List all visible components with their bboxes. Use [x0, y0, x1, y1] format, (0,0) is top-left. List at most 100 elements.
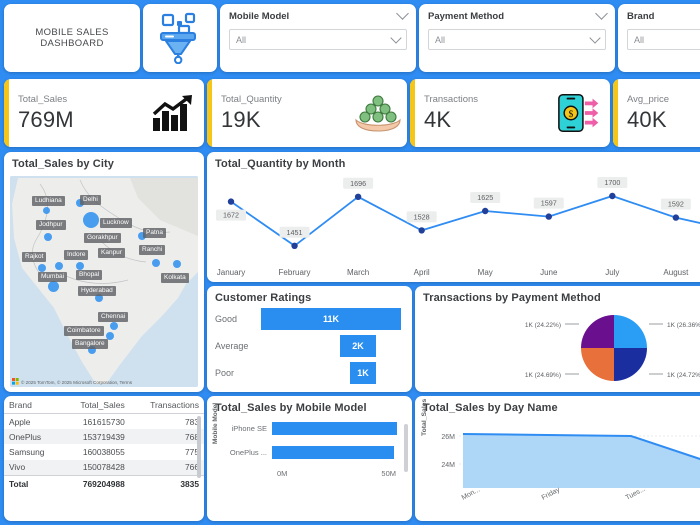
map-dot[interactable] — [152, 259, 160, 267]
map-dot[interactable] — [110, 322, 118, 330]
slicer-dropdown[interactable]: All — [627, 29, 700, 50]
map-dot[interactable] — [83, 212, 99, 228]
kpi-card-transactions[interactable]: Transactions 4K $ — [410, 79, 610, 147]
bar[interactable]: 1K — [350, 362, 376, 384]
table-row[interactable]: Apple 161615730 783 — [4, 414, 204, 430]
line-data-point[interactable] — [418, 227, 425, 234]
map-dot[interactable] — [95, 294, 103, 302]
map-city-label: Rajkot — [22, 252, 47, 262]
map-city-label: Kanpur — [98, 248, 125, 258]
kpi-label: Total_Quantity — [221, 93, 282, 105]
pie-slice[interactable] — [614, 348, 647, 381]
line-data-point[interactable] — [291, 242, 298, 249]
pie-slice[interactable] — [581, 348, 614, 381]
chevron-down-icon[interactable] — [595, 7, 608, 20]
map-city-label: Patna — [143, 228, 166, 238]
line-data-point[interactable] — [672, 214, 680, 221]
map-dot[interactable] — [76, 262, 84, 270]
slicer-brand[interactable]: Brand All — [618, 4, 700, 72]
table-row[interactable]: Samsung 160038055 775 — [4, 444, 204, 459]
chevron-down-icon[interactable] — [390, 32, 402, 44]
map-dot[interactable] — [38, 264, 46, 272]
bar-value-label: 1K — [357, 368, 369, 378]
map-dot[interactable] — [43, 207, 50, 214]
chart-row[interactable]: iPhone SE — [207, 418, 412, 438]
column-header[interactable]: Total_Sales — [61, 396, 130, 414]
area-chart-total-sales-by-day-name[interactable]: Total_Sales by Day Name Total_Sales 26M … — [415, 396, 700, 521]
kpi-card-avg-price[interactable]: Avg_price 40K — [613, 79, 700, 147]
map-dot[interactable] — [55, 262, 63, 270]
chevron-down-icon[interactable] — [396, 7, 409, 20]
filter-funnel-card[interactable] — [143, 4, 217, 72]
map-dot[interactable] — [138, 232, 146, 240]
chart-scrollbar[interactable] — [404, 424, 408, 472]
kpi-card-total-sales[interactable]: Total_Sales 769M — [4, 79, 204, 147]
x-tick: March — [347, 268, 369, 277]
map-visual-total-sales-by-city[interactable]: Total_Sales by City — [4, 152, 204, 392]
data-label-bg — [279, 226, 310, 238]
bar-chart-total-sales-by-mobile-model[interactable]: Total_Sales by Mobile Model Mobile Model… — [207, 396, 412, 521]
chevron-down-icon[interactable] — [589, 32, 601, 44]
x-tick: January — [217, 268, 245, 277]
kpi-accent-bar — [4, 79, 9, 147]
line-data-point[interactable] — [545, 213, 552, 220]
column-header[interactable]: Brand — [4, 396, 62, 414]
viz-title: Total_Sales by Mobile Model — [215, 402, 367, 414]
table: Brand Total_Sales Transactions Apple 161… — [4, 396, 204, 492]
brand-summary-table[interactable]: Brand Total_Sales Transactions Apple 161… — [4, 396, 204, 521]
kpi-card-total-quantity[interactable]: Total_Quantity 19K — [207, 79, 407, 147]
cell-brand: OnePlus — [4, 429, 62, 445]
cell-transactions: 783 — [185, 416, 199, 427]
x-tick: August — [663, 268, 689, 277]
map-dot[interactable] — [173, 260, 181, 268]
kpi-value: 40K — [627, 106, 667, 132]
bar[interactable]: 2K — [340, 335, 376, 357]
column-header[interactable]: Transactions — [129, 396, 204, 414]
chart-row[interactable]: OnePlus ... — [207, 442, 412, 462]
chart-row[interactable]: Poor 1K — [207, 361, 412, 385]
map-city-label: Delhi — [80, 195, 101, 205]
chart-row[interactable]: Good 11K — [207, 307, 412, 331]
line-chart-total-quantity-by-month[interactable]: Total_Quantity by Month 1672 January 1451 F… — [207, 152, 700, 282]
funnel-filter-icon — [160, 12, 196, 64]
slicer-dropdown[interactable]: All — [428, 29, 606, 50]
map-city-label: Lucknow — [100, 218, 132, 228]
viz-title: Transactions by Payment Method — [423, 292, 601, 304]
bar[interactable] — [272, 421, 397, 435]
map-city-label: Jodhpur — [36, 220, 66, 230]
pie-slice[interactable] — [581, 315, 614, 348]
line-data-point[interactable] — [227, 198, 235, 205]
viz-title: Total_Sales by City — [12, 158, 114, 170]
data-label: 1672 — [223, 211, 239, 220]
bar-chart-customer-ratings[interactable]: Customer Ratings Good 11K Average 2K Poo… — [207, 286, 412, 392]
map-dot[interactable] — [44, 233, 52, 241]
map-dot[interactable] — [106, 332, 114, 340]
map-canvas[interactable]: Ludhiana Delhi Jodhpur Lucknow Patna Gor… — [10, 176, 198, 387]
map-city-label: Coimbatore — [64, 326, 104, 336]
map-city-label: Indore — [64, 250, 89, 260]
slicer-title: Brand — [627, 11, 655, 22]
slicer-mobile-model[interactable]: Mobile Model All — [220, 4, 416, 72]
bar[interactable] — [272, 445, 394, 459]
pie-chart-transactions-by-payment-method[interactable]: Transactions by Payment Method 1K (26.36… — [415, 286, 700, 392]
slicer-value: All — [634, 34, 645, 45]
line-data-point[interactable] — [609, 192, 616, 200]
table-row[interactable]: OnePlus 153719439 768 — [4, 429, 204, 445]
slicer-title: Payment Method — [428, 11, 505, 22]
line-data-point[interactable] — [482, 207, 489, 215]
chart-row[interactable]: Average 2K — [207, 334, 412, 358]
table-scrollbar[interactable] — [197, 416, 201, 478]
line-data-point[interactable] — [354, 193, 362, 200]
viz-title: Total_Quantity by Month — [215, 158, 346, 170]
pie-slice[interactable] — [614, 315, 647, 348]
slicer-value: All — [435, 34, 446, 45]
slicer-dropdown[interactable]: All — [229, 29, 407, 50]
map-dot[interactable] — [48, 281, 59, 292]
map-dot[interactable] — [88, 346, 96, 354]
bar[interactable]: 11K — [261, 308, 401, 330]
slicer-payment-method[interactable]: Payment Method All — [419, 4, 615, 72]
table-row[interactable]: Vivo 150078428 766 — [4, 459, 204, 476]
map-city-label: Gorakhpur — [84, 233, 121, 243]
x-tick: Mon... — [461, 486, 482, 501]
